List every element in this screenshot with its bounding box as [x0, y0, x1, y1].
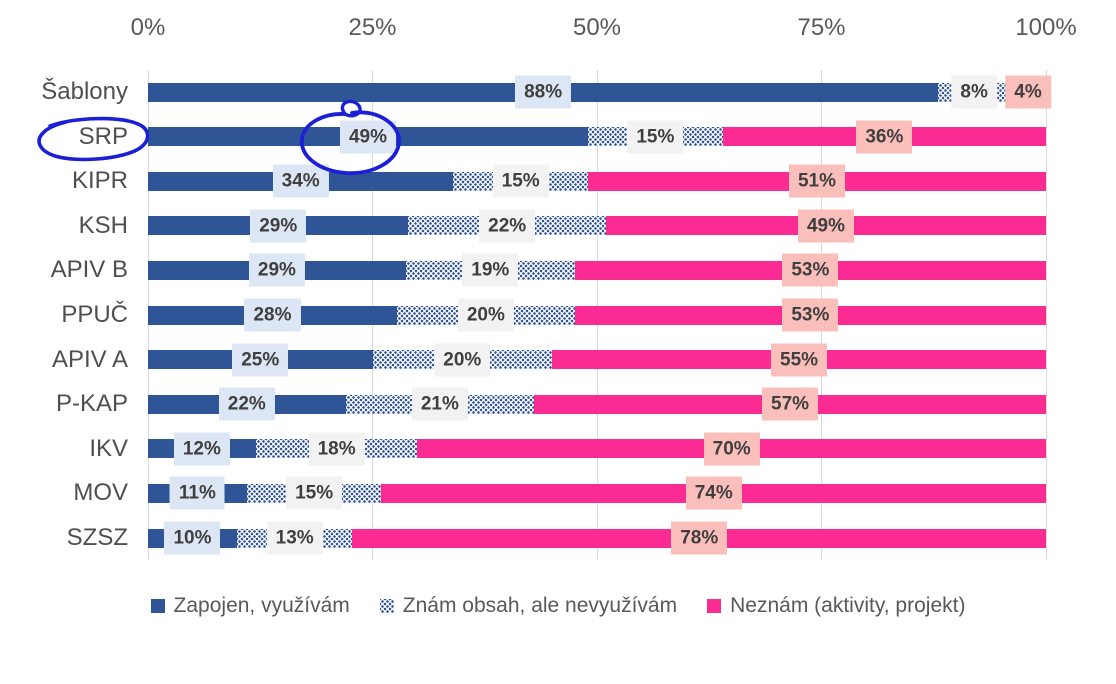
value-label-series3: 4%: [1005, 75, 1051, 109]
legend-label-series1: Zapojen, využívám: [173, 594, 350, 617]
legend-label-series3: Neznám (aktivity, projekt): [730, 594, 966, 617]
value-label-series1: 28%: [244, 298, 301, 332]
value-label-series3: 78%: [671, 521, 728, 555]
value-label-series3: 55%: [771, 343, 828, 377]
legend-item-series1: Zapojen, využívám: [150, 594, 350, 618]
legend-swatch-series1: [150, 599, 165, 613]
value-label-series1: 88%: [515, 75, 572, 109]
category-label-ikv: IKV: [89, 434, 128, 462]
x-axis-tick: 75%: [797, 14, 846, 41]
category-label-ksh: KSH: [78, 211, 128, 239]
value-label-series2: 21%: [411, 387, 468, 421]
value-label-series1: 25%: [232, 343, 289, 377]
legend-swatch-series3: [707, 599, 722, 613]
category-label-srp: SRP: [78, 122, 128, 150]
category-label-p-kap: P-KAP: [55, 390, 128, 418]
value-label-series2: 8%: [951, 75, 997, 109]
value-label-series2: 18%: [308, 432, 365, 466]
x-axis-tick: 25%: [348, 14, 397, 41]
value-label-series1: 29%: [250, 209, 307, 243]
category-label-apiv-b: APIV B: [50, 256, 128, 284]
value-label-series1: 22%: [218, 387, 275, 421]
value-label-series1: 12%: [173, 432, 230, 466]
value-label-series2: 15%: [627, 120, 684, 154]
category-label-ppuč: PPUČ: [61, 301, 128, 328]
bar-row-šablony: [148, 82, 1046, 102]
plot-area: 88% 8% 4% 49% 15% 36% 34% 15% 51% 29% 22% 49% 29% 19%…: [147, 62, 1051, 562]
value-label-series3: 53%: [782, 253, 839, 287]
value-label-series1: 34%: [272, 164, 329, 198]
category-label-šablony: Šablony: [41, 78, 128, 105]
x-axis-tick: 0%: [130, 14, 166, 41]
x-axis-tick: 50%: [572, 14, 622, 41]
value-label-series3: 74%: [685, 476, 742, 510]
legend: Zapojen, využívám Znám obsah, ale nevyuží…: [0, 594, 1116, 618]
value-label-series2: 19%: [462, 253, 519, 287]
category-label-apiv-a: APIV A: [51, 345, 128, 373]
legend-label-series2: Znám obsah, ale nevyužívám: [402, 594, 678, 617]
bar-row-p-kap: [148, 394, 1046, 414]
x-axis: 0% 25% 50% 75% 100%: [131, 14, 1077, 50]
value-label-series2: 15%: [492, 164, 549, 198]
gridline: [1045, 70, 1047, 560]
value-label-series2: 20%: [457, 298, 514, 332]
value-label-series1: 10%: [164, 521, 221, 555]
category-label-kipr: KIPR: [71, 167, 128, 195]
value-label-series3: 49%: [797, 209, 854, 243]
category-label-mov: MOV: [73, 479, 128, 507]
value-label-series1: 49%: [339, 120, 397, 154]
value-label-series3: 53%: [782, 298, 839, 332]
value-label-series1: 11%: [169, 476, 225, 510]
value-label-series3: 70%: [703, 432, 760, 466]
legend-item-series3: Neznám (aktivity, projekt): [707, 594, 965, 618]
category-label-szsz: SZSZ: [66, 524, 128, 551]
value-label-series3: 36%: [856, 120, 913, 154]
value-label-series2: 20%: [434, 343, 491, 377]
bar-row-mov: [148, 483, 1046, 503]
value-label-series3: 51%: [788, 164, 846, 198]
value-label-series2: 15%: [286, 476, 343, 510]
value-label-series1: 29%: [248, 253, 305, 287]
value-label-series2: 22%: [479, 209, 536, 243]
legend-swatch-series2: [379, 599, 394, 613]
x-axis-tick: 100%: [1015, 14, 1077, 41]
bar-row-ikv: [148, 439, 1046, 459]
value-label-series2: 13%: [266, 521, 323, 555]
legend-item-series2: Znám obsah, ale nevyužívám: [379, 594, 678, 618]
category-axis: Šablony SRP KIPR KSH APIV B PPUČ APIV A P-KAP IK…: [0, 62, 138, 562]
value-label-series3: 57%: [762, 387, 819, 421]
